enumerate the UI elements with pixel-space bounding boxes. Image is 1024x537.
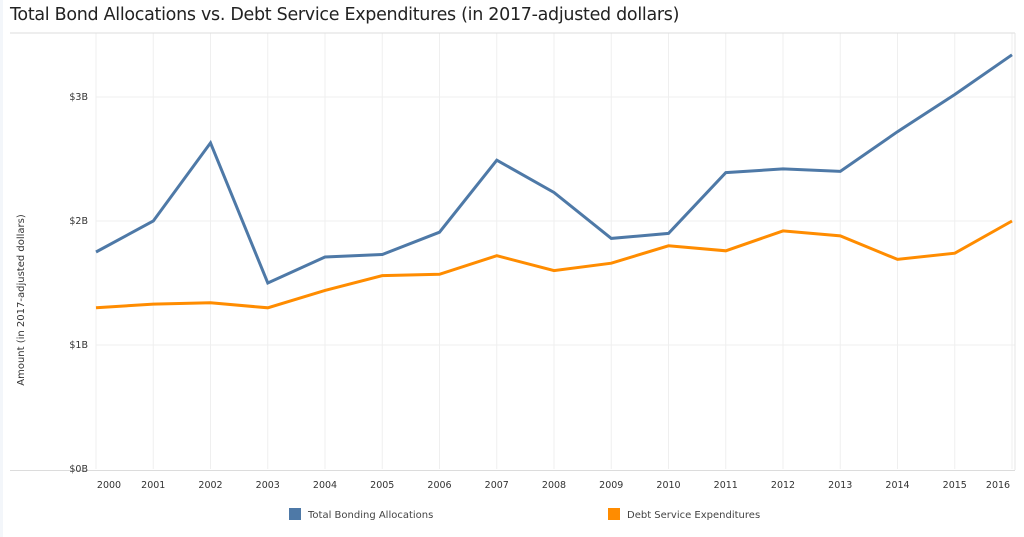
chart-title: Total Bond Allocations vs. Debt Service … bbox=[10, 5, 680, 25]
plot-frame bbox=[10, 32, 1016, 471]
legend-swatch bbox=[289, 508, 301, 520]
x-tick-label: 2002 bbox=[198, 480, 222, 491]
data-point[interactable] bbox=[550, 267, 558, 275]
y-axis-ticks: $0B $1B $2B $3B bbox=[69, 92, 88, 475]
data-point[interactable] bbox=[894, 255, 902, 263]
x-tick-label: 2011 bbox=[714, 480, 738, 491]
y-tick-label: $2B bbox=[69, 216, 88, 227]
data-point[interactable] bbox=[722, 247, 730, 255]
data-point[interactable] bbox=[607, 259, 615, 267]
series-line-total-bonding-allocations bbox=[95, 53, 1013, 286]
x-tick-label: 2004 bbox=[313, 480, 337, 491]
data-point[interactable] bbox=[779, 227, 787, 235]
data-point[interactable] bbox=[436, 228, 444, 236]
data-point[interactable] bbox=[951, 91, 959, 99]
y-tick-label: $3B bbox=[69, 92, 88, 103]
data-point[interactable] bbox=[722, 169, 730, 177]
x-tick-label: 2003 bbox=[256, 480, 280, 491]
series-lines bbox=[92, 51, 1016, 312]
x-tick-label: 2009 bbox=[599, 480, 623, 491]
legend-label: Total Bonding Allocations bbox=[307, 510, 433, 521]
x-tick-label: 2015 bbox=[943, 480, 967, 491]
x-tick-label: 2007 bbox=[485, 480, 509, 491]
data-point[interactable] bbox=[436, 270, 444, 278]
data-point[interactable] bbox=[264, 304, 272, 312]
y-tick-label: $1B bbox=[69, 340, 88, 351]
data-point[interactable] bbox=[207, 299, 215, 307]
y-axis-label: Amount (in 2017-adjusted dollars) bbox=[16, 214, 27, 386]
data-point[interactable] bbox=[836, 167, 844, 175]
data-point[interactable] bbox=[92, 248, 100, 256]
data-point[interactable] bbox=[951, 249, 959, 257]
y-tick-label: $0B bbox=[69, 464, 88, 475]
x-tick-label: 2005 bbox=[370, 480, 394, 491]
data-point[interactable] bbox=[321, 286, 329, 294]
x-tick-label: 2006 bbox=[427, 480, 451, 491]
data-point[interactable] bbox=[378, 250, 386, 258]
data-point[interactable] bbox=[264, 279, 272, 287]
legend: Total Bonding Allocations Debt Service Ex… bbox=[289, 508, 760, 521]
series-line-debt-service-expenditures bbox=[95, 219, 1013, 310]
data-point[interactable] bbox=[493, 156, 501, 164]
legend-item[interactable]: Total Bonding Allocations bbox=[289, 508, 433, 521]
data-point[interactable] bbox=[493, 252, 501, 260]
x-tick-label: 2001 bbox=[141, 480, 165, 491]
x-tick-label: 2013 bbox=[828, 480, 852, 491]
data-point[interactable] bbox=[321, 253, 329, 261]
left-margin-strip bbox=[0, 0, 3, 537]
data-point[interactable] bbox=[665, 229, 673, 237]
x-tick-label: 2010 bbox=[656, 480, 680, 491]
data-point[interactable] bbox=[1008, 217, 1016, 225]
legend-swatch bbox=[608, 508, 620, 520]
data-point[interactable] bbox=[149, 300, 157, 308]
legend-label: Debt Service Expenditures bbox=[627, 510, 760, 521]
data-point[interactable] bbox=[207, 139, 215, 147]
data-point[interactable] bbox=[92, 304, 100, 312]
data-point[interactable] bbox=[836, 232, 844, 240]
x-tick-label: 2016 bbox=[986, 480, 1010, 491]
legend-item[interactable]: Debt Service Expenditures bbox=[608, 508, 760, 521]
data-point[interactable] bbox=[550, 188, 558, 196]
data-point[interactable] bbox=[665, 242, 673, 250]
x-tick-label: 2008 bbox=[542, 480, 566, 491]
data-point[interactable] bbox=[894, 128, 902, 136]
x-tick-label: 2012 bbox=[771, 480, 795, 491]
data-point[interactable] bbox=[378, 272, 386, 280]
data-point[interactable] bbox=[607, 234, 615, 242]
x-axis-ticks: 2000 2001 2002 2003 2004 2005 2006 2007 2008 2009… bbox=[97, 480, 1010, 491]
x-tick-label: 2000 bbox=[97, 480, 121, 491]
data-point[interactable] bbox=[779, 165, 787, 173]
data-point[interactable] bbox=[1008, 51, 1016, 59]
x-tick-label: 2014 bbox=[885, 480, 909, 491]
data-point[interactable] bbox=[149, 217, 157, 225]
